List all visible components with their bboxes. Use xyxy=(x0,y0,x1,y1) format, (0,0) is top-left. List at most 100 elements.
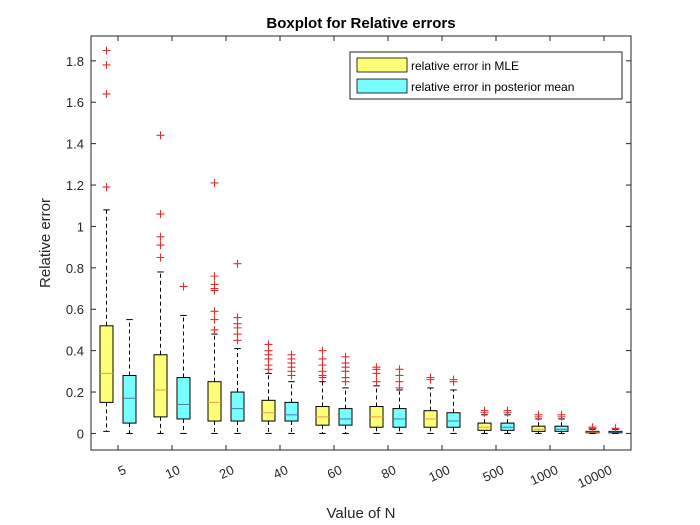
box-group xyxy=(369,363,384,434)
x-tick-label: 60 xyxy=(325,462,344,482)
y-axis-label: Relative error xyxy=(37,198,54,288)
box xyxy=(477,422,492,431)
box-group xyxy=(153,131,168,434)
outlier-marker xyxy=(480,406,489,415)
y-tick-label: 1 xyxy=(77,219,84,234)
outlier-marker xyxy=(557,410,566,419)
y-tick-label: 1.6 xyxy=(66,95,84,110)
outlier-marker xyxy=(156,253,165,262)
box xyxy=(207,381,222,422)
x-tick-label: 80 xyxy=(379,462,398,482)
y-tick-label: 1.8 xyxy=(66,54,84,69)
box xyxy=(446,412,461,428)
outlier-marker xyxy=(341,352,350,361)
outlier-marker xyxy=(503,406,512,415)
y-tick-label: 0.4 xyxy=(66,344,84,359)
box xyxy=(531,425,546,432)
box xyxy=(122,374,137,424)
outlier-marker xyxy=(102,60,111,69)
outlier-marker xyxy=(102,183,111,192)
y-tick-label: 0.8 xyxy=(66,261,84,276)
box-group xyxy=(585,423,600,434)
box-group xyxy=(99,46,114,432)
box-group xyxy=(261,340,276,434)
box xyxy=(500,422,515,431)
y-tick-label: 1.2 xyxy=(66,178,84,193)
legend-label-posterior: relative error in posterior mean xyxy=(411,80,574,94)
outlier-marker xyxy=(210,178,219,187)
box xyxy=(176,377,191,420)
outlier-marker xyxy=(449,375,458,384)
box-group xyxy=(315,346,330,434)
box-group xyxy=(554,410,569,434)
outlier-marker xyxy=(233,259,242,268)
outlier-marker xyxy=(156,131,165,140)
box xyxy=(315,406,330,426)
outlier-marker xyxy=(611,424,620,433)
box-group xyxy=(392,365,407,434)
outlier-marker xyxy=(102,89,111,98)
outlier-marker xyxy=(395,365,404,374)
box xyxy=(392,408,407,428)
outlier-marker xyxy=(210,272,219,281)
outlier-marker xyxy=(102,46,111,55)
x-tick-label: 20 xyxy=(217,462,236,482)
box-group xyxy=(230,259,245,434)
x-tick-label: 5 xyxy=(115,462,128,479)
x-tick-label: 40 xyxy=(271,462,290,482)
outlier-marker xyxy=(210,325,219,334)
x-tick-label: 100 xyxy=(426,462,452,485)
box xyxy=(230,391,245,422)
box-group xyxy=(176,282,191,434)
box xyxy=(261,399,276,422)
chart-title: Boxplot for Relative errors xyxy=(266,15,455,32)
box xyxy=(284,401,299,422)
legend-label-mle: relative error in MLE xyxy=(411,59,519,73)
box-group xyxy=(531,410,546,434)
outlier-marker xyxy=(534,410,543,419)
outlier-marker xyxy=(426,373,435,382)
outlier-marker xyxy=(318,354,327,363)
y-tick-label: 0.2 xyxy=(66,385,84,400)
outlier-marker xyxy=(210,280,219,289)
box-group xyxy=(338,352,353,434)
outlier-marker xyxy=(210,315,219,324)
x-tick-label: 500 xyxy=(480,462,506,485)
box xyxy=(99,325,114,403)
box-group xyxy=(500,406,515,434)
y-axis: 0 0.2 0.4 0.6 0.8 1 1.2 1.4 1.6 1.8 xyxy=(66,54,631,441)
outlier-marker xyxy=(372,377,381,386)
box-group xyxy=(608,424,623,434)
x-tick-label: 1000 xyxy=(528,462,561,488)
outlier-marker xyxy=(179,282,188,291)
x-tick-label: 10 xyxy=(163,462,182,482)
outlier-marker xyxy=(264,340,273,349)
outlier-marker xyxy=(210,307,219,316)
y-tick-label: 1.4 xyxy=(66,137,84,152)
box-group xyxy=(122,319,137,434)
outlier-marker xyxy=(233,313,242,322)
y-tick-label: 0.6 xyxy=(66,302,84,317)
box xyxy=(338,408,353,426)
y-tick-label: 0 xyxy=(77,426,84,441)
outlier-marker xyxy=(318,346,327,355)
box-group xyxy=(284,350,299,434)
box-group xyxy=(477,406,492,434)
legend-swatch-mle xyxy=(356,57,408,73)
outlier-marker xyxy=(287,350,296,359)
x-tick-label: 10000 xyxy=(575,462,614,491)
outlier-marker xyxy=(156,241,165,250)
box-group xyxy=(207,178,222,434)
legend: relative error in MLE relative error in … xyxy=(349,51,623,100)
outlier-marker xyxy=(372,363,381,372)
plot-frame xyxy=(90,35,632,451)
boxes-layer xyxy=(99,46,623,434)
x-axis-label: Value of N xyxy=(327,505,396,522)
box-group xyxy=(446,375,461,434)
outlier-marker xyxy=(588,423,597,432)
box-group xyxy=(423,373,438,434)
outlier-marker xyxy=(156,232,165,241)
box xyxy=(554,425,569,432)
outlier-marker xyxy=(156,210,165,219)
